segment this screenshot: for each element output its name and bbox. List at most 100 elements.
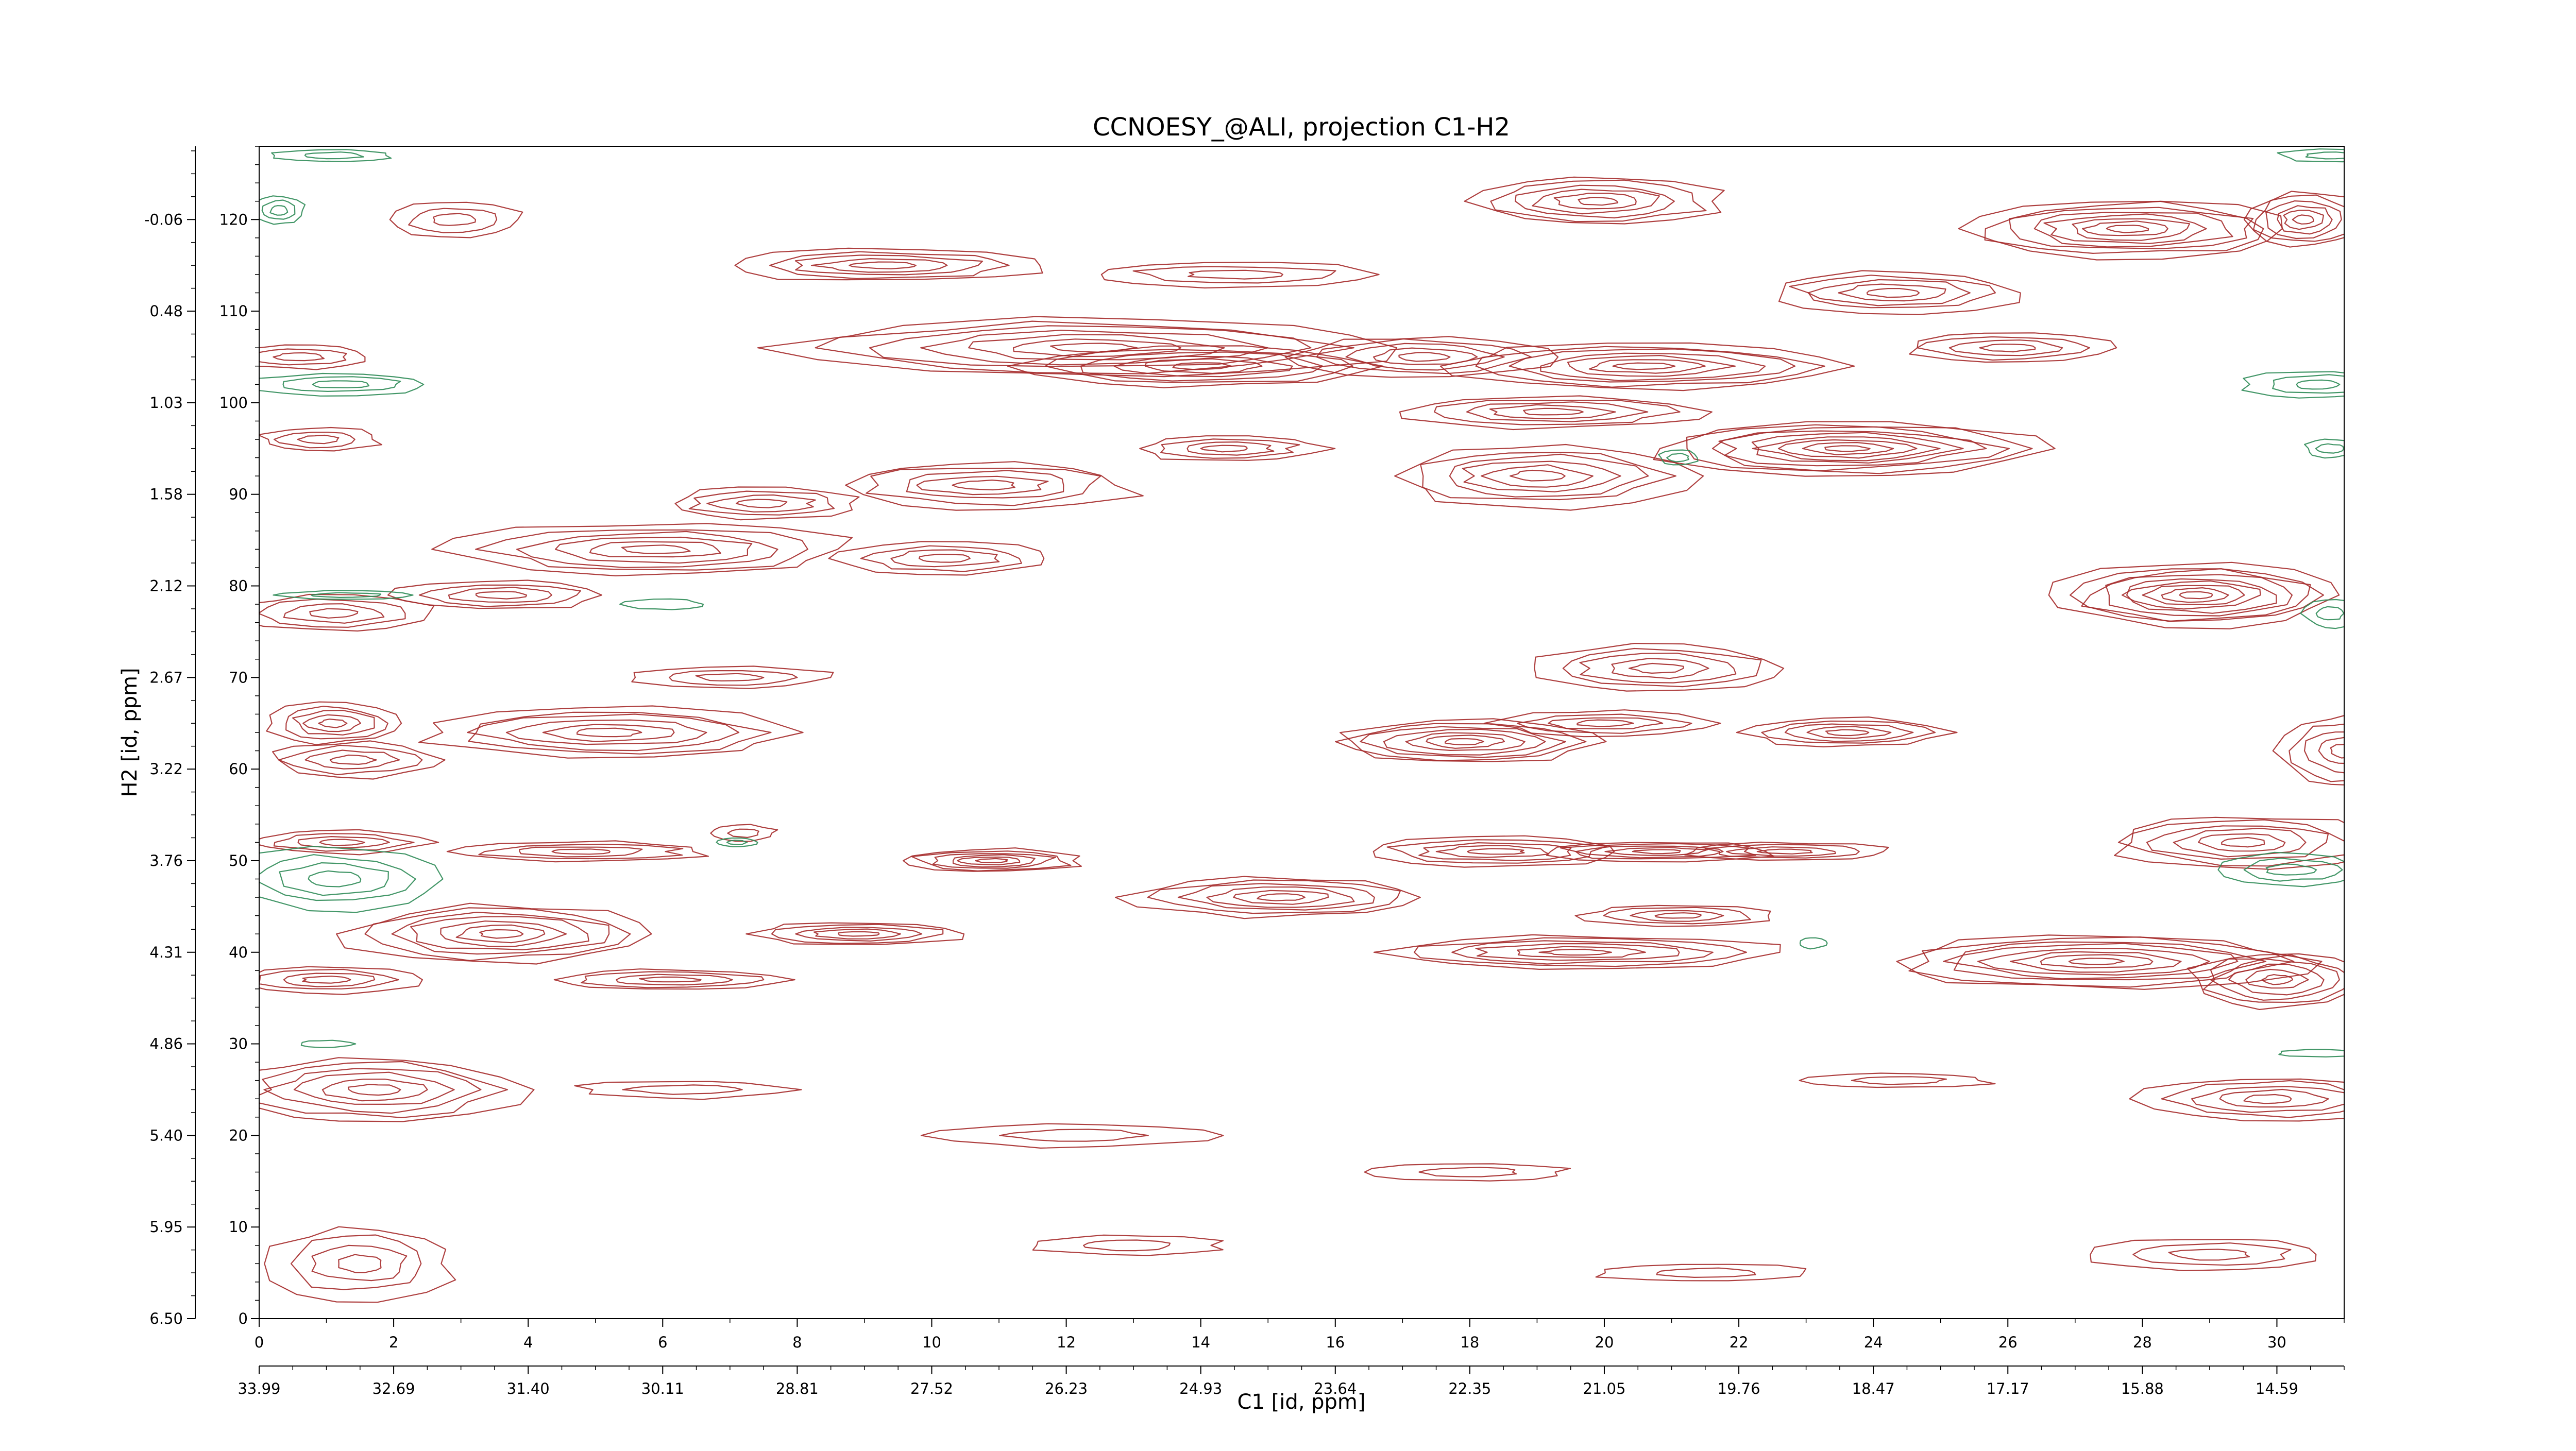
positive-peak bbox=[1896, 934, 2323, 990]
positive-contour-level bbox=[478, 843, 684, 860]
positive-contour-level bbox=[1435, 845, 1550, 858]
x-ppm-tick-label: 21.05 bbox=[1583, 1380, 1625, 1397]
positive-contour-level bbox=[2210, 958, 2340, 1001]
positive-contour-level bbox=[813, 928, 902, 940]
positive-contour-level bbox=[516, 531, 778, 568]
positive-contour-level bbox=[1948, 339, 2063, 356]
negative-contour-level bbox=[259, 195, 306, 225]
x-ppm-tick-label: 33.99 bbox=[238, 1380, 280, 1397]
negative-contour-level bbox=[2217, 851, 2344, 887]
positive-contour-level bbox=[1483, 709, 1721, 738]
positive-contour-level bbox=[1426, 735, 1505, 749]
positive-contour-level bbox=[1345, 343, 1505, 371]
positive-contour-level bbox=[387, 579, 603, 609]
negative-contour-level bbox=[259, 372, 425, 397]
positive-contour-level bbox=[1481, 464, 1594, 488]
x-index-tick-label: 24 bbox=[1864, 1334, 1883, 1351]
positive-contour-level bbox=[1177, 883, 1375, 911]
positive-contour-level bbox=[1802, 441, 1894, 455]
positive-contour-level bbox=[727, 828, 759, 839]
positive-contour-level bbox=[1611, 658, 1709, 679]
y-ppm-ticks: 6.50 5.95 5.40 4.86 4.31 3.76 3.22 2.67 2.12 1.58… bbox=[144, 150, 195, 1327]
positive-contour-level bbox=[1851, 1076, 1947, 1085]
positive-contour-level bbox=[631, 665, 834, 689]
x-ppm-tick-label: 32.69 bbox=[372, 1380, 415, 1397]
positive-peak bbox=[828, 541, 1045, 576]
positive-contour-level bbox=[1509, 348, 1796, 383]
negative-peak bbox=[259, 195, 306, 225]
positive-contour-level bbox=[866, 467, 1101, 506]
positive-contour-level bbox=[890, 549, 1000, 568]
positive-contour-level bbox=[475, 529, 809, 571]
negative-contour-level bbox=[300, 1039, 357, 1048]
positive-contour-level bbox=[1132, 266, 1336, 284]
positive-contour-level bbox=[2191, 1086, 2344, 1113]
positive-peak bbox=[631, 665, 834, 689]
positive-peak bbox=[1399, 395, 1713, 431]
positive-contour-level bbox=[1147, 879, 1401, 914]
positive-contour-level bbox=[2072, 218, 2190, 241]
positive-peak bbox=[2272, 715, 2344, 786]
positive-contour-level bbox=[1799, 1072, 1996, 1088]
positive-contour-level bbox=[1977, 948, 2210, 976]
positive-contour-level bbox=[2283, 210, 2324, 230]
positive-peak bbox=[1534, 642, 1785, 692]
positive-contour-level bbox=[259, 593, 435, 632]
positive-contour-level bbox=[1187, 441, 1275, 456]
positive-contour-level bbox=[259, 968, 399, 989]
positive-contour-level bbox=[2082, 220, 2168, 236]
positive-contour-level bbox=[259, 829, 439, 856]
positive-contour-level bbox=[1612, 362, 1676, 370]
positive-contour-level bbox=[734, 247, 1043, 281]
negative-contour-level bbox=[304, 151, 365, 160]
y-ppm-tick-label: 1.58 bbox=[149, 486, 183, 503]
positive-contour-level bbox=[1686, 424, 2033, 474]
positive-contour-level bbox=[2221, 837, 2265, 848]
positive-contour-level bbox=[1462, 460, 1621, 492]
positive-contour-level bbox=[2330, 744, 2344, 759]
y-index-tick-label: 100 bbox=[219, 394, 248, 412]
positive-contour-level bbox=[285, 706, 388, 740]
positive-contour-level bbox=[263, 1068, 482, 1114]
positive-peak bbox=[757, 316, 1398, 378]
positive-contour-level bbox=[706, 494, 816, 513]
positive-contour-level bbox=[468, 711, 772, 755]
x-ppm-tick-label: 19.76 bbox=[1718, 1380, 1760, 1397]
positive-contour-level bbox=[302, 976, 351, 984]
positive-contour-level bbox=[2033, 212, 2233, 248]
positive-contour-level bbox=[1567, 354, 1736, 377]
positive-peak bbox=[418, 705, 804, 759]
positive-contour-level bbox=[1257, 893, 1306, 901]
positive-contour-level bbox=[2265, 200, 2342, 240]
x-ppm-tick-label: 30.11 bbox=[641, 1380, 684, 1397]
positive-contour-level bbox=[432, 213, 477, 226]
y-index-tick-label: 0 bbox=[239, 1310, 248, 1327]
positive-contour-level bbox=[2121, 580, 2261, 610]
negative-peak bbox=[2304, 438, 2344, 459]
y-ppm-tick-label: 5.95 bbox=[149, 1218, 183, 1236]
positive-contour-level bbox=[956, 856, 1021, 866]
x-index-tick-label: 12 bbox=[1057, 1334, 1076, 1351]
positive-contour-level bbox=[2219, 1088, 2329, 1108]
positive-contour-level bbox=[622, 1084, 743, 1095]
positive-contour-level bbox=[2048, 561, 2340, 629]
positive-contour-level bbox=[1206, 886, 1355, 908]
positive-contour-level bbox=[2126, 578, 2277, 614]
positive-contour-level bbox=[290, 1234, 422, 1290]
x-ppm-tick-label: 26.23 bbox=[1045, 1380, 1088, 1397]
negative-contour-level bbox=[619, 598, 704, 610]
x-ppm-tick-label: 31.40 bbox=[507, 1380, 550, 1397]
negative-contour-level bbox=[2243, 858, 2343, 882]
positive-contour-level bbox=[1579, 653, 1737, 684]
positive-contour-level bbox=[1083, 1239, 1171, 1252]
positive-contour-level bbox=[1630, 910, 1724, 922]
negative-contour-level bbox=[2265, 863, 2317, 876]
negative-contour-level bbox=[259, 845, 444, 913]
positive-contour-level bbox=[1562, 647, 1762, 688]
positive-contour-level bbox=[1908, 936, 2295, 988]
negative-contour-level bbox=[1666, 452, 1689, 463]
negative-contour-level bbox=[312, 380, 370, 388]
positive-contour-level bbox=[849, 261, 917, 270]
positive-contour-level bbox=[1653, 421, 2056, 477]
positive-contour-level bbox=[1838, 283, 1946, 302]
